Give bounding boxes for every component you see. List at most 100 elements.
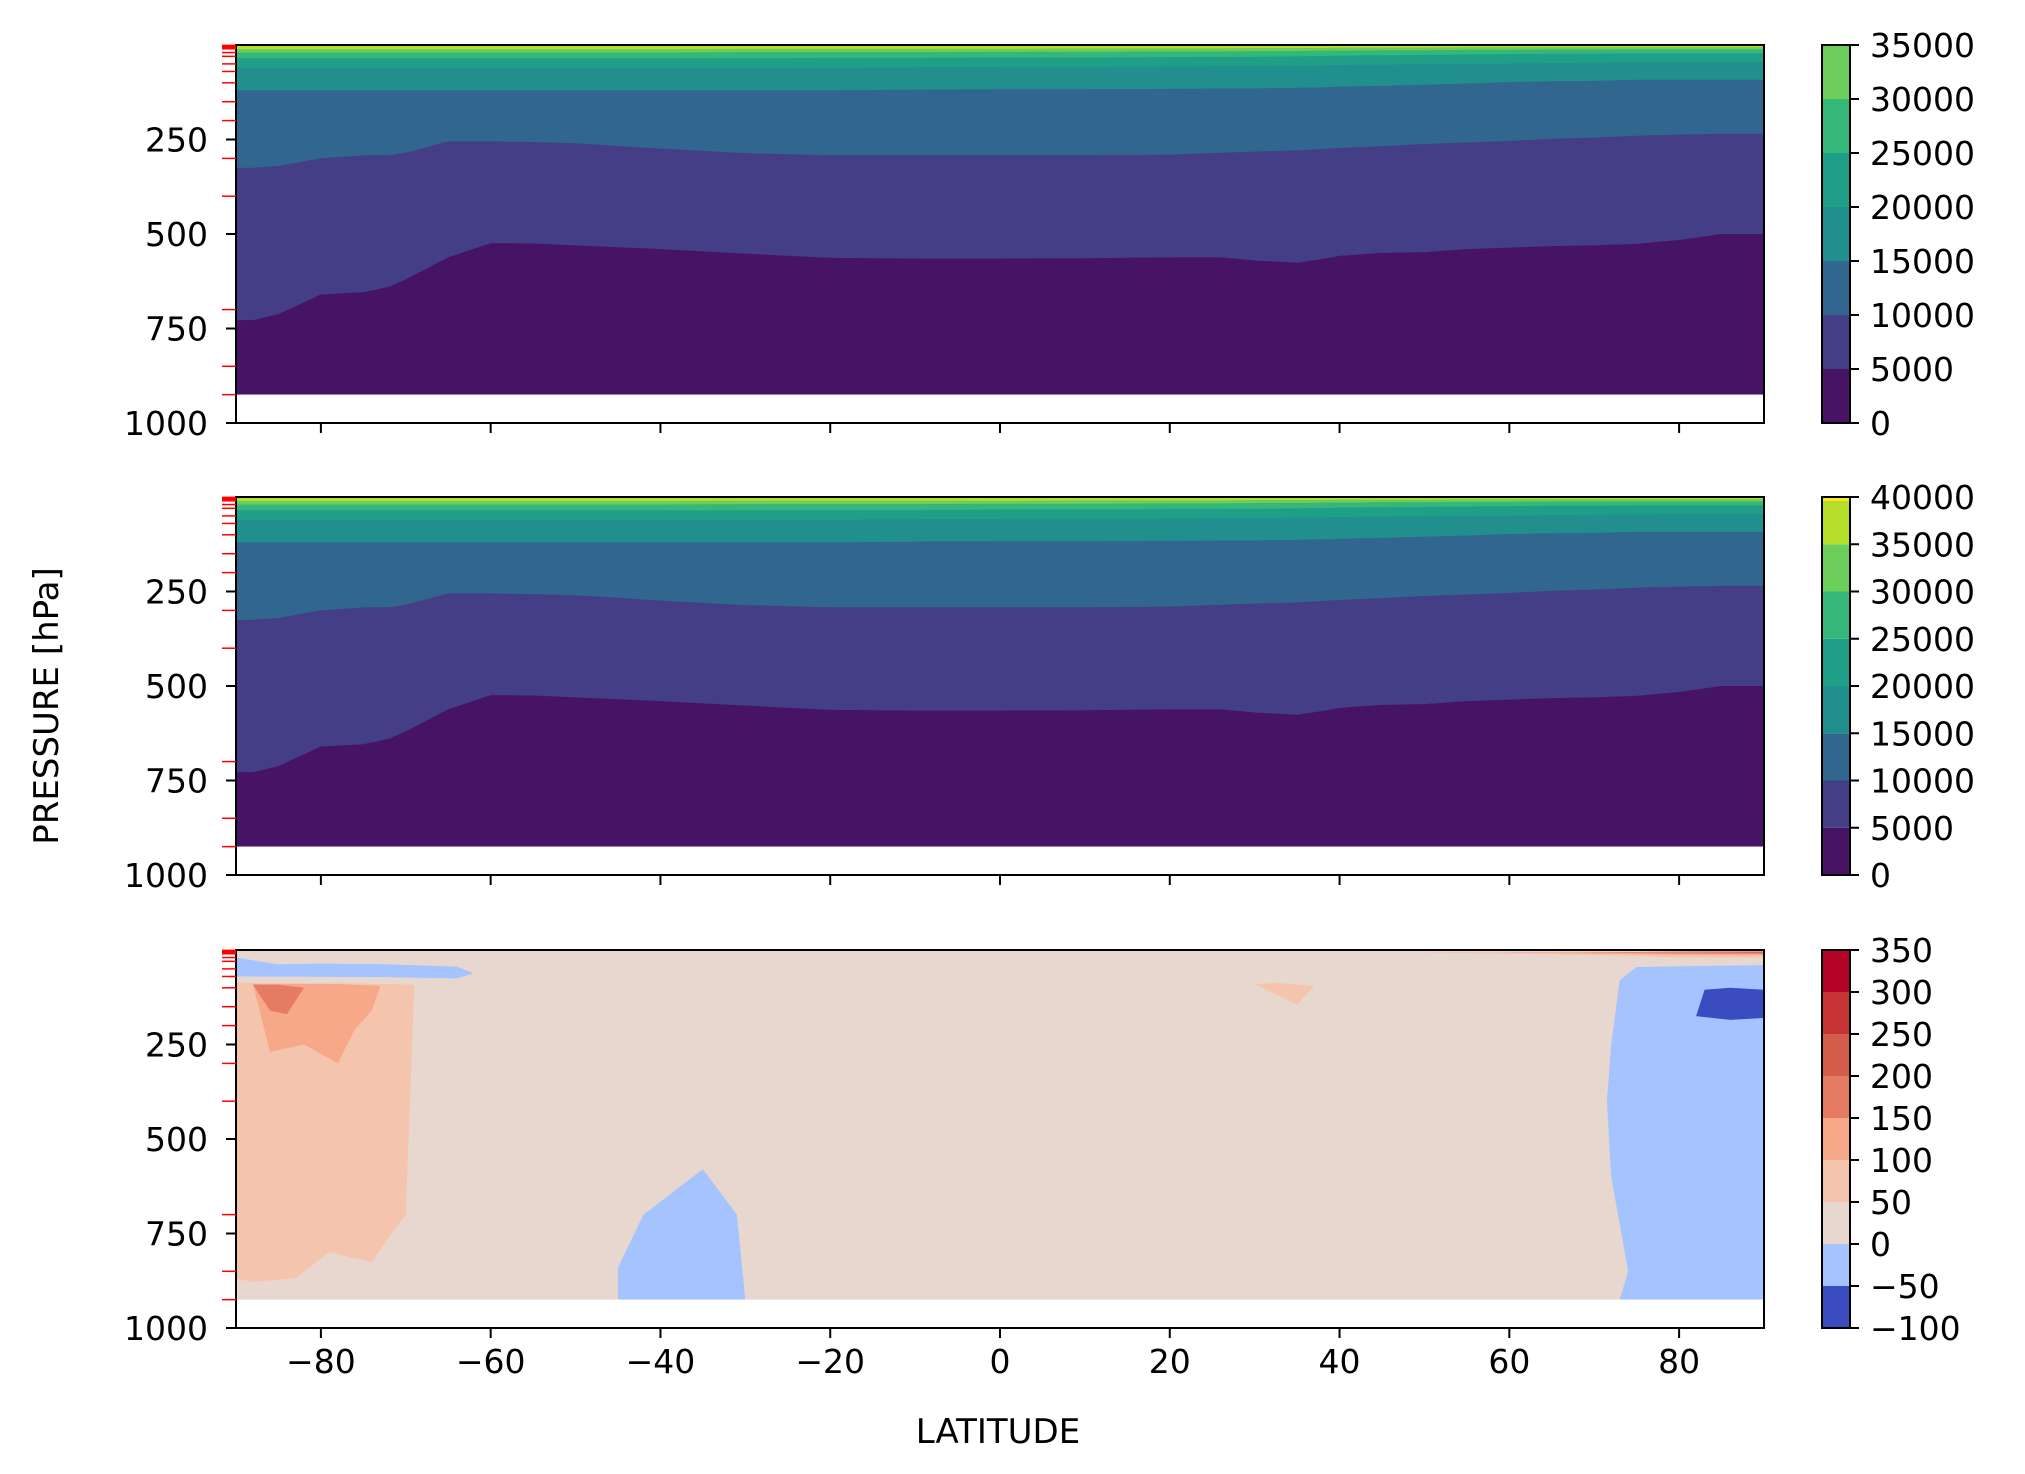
colorbar-tick-label: 35000 — [1870, 26, 1975, 65]
colorbar-tick-label: 50 — [1870, 1183, 1912, 1222]
colorbar-segment — [1822, 1160, 1850, 1202]
y-tick-label: 500 — [145, 1120, 208, 1159]
colorbar-tick-label: 30000 — [1870, 80, 1975, 119]
colorbar-tick-label: 30000 — [1870, 573, 1975, 612]
colorbar-tick-label: −100 — [1870, 1309, 1961, 1348]
colorbar-segment — [1822, 497, 1850, 545]
difference-region — [1254, 983, 1315, 1005]
x-tick-label: −60 — [456, 1342, 526, 1381]
colorbar-segment — [1822, 733, 1850, 781]
colorbar-segment — [1822, 544, 1850, 592]
filled-contours — [236, 497, 1764, 847]
colorbar-segment — [1822, 1286, 1850, 1328]
y-tick-label: 250 — [145, 121, 208, 160]
y-tick-label: 750 — [145, 310, 208, 349]
difference-region — [1636, 951, 1764, 953]
colorbar-segment — [1822, 153, 1850, 207]
colorbar-segment — [1822, 99, 1850, 153]
colorbar-segment — [1822, 638, 1850, 686]
x-axis-title: LATITUDE — [916, 1412, 1080, 1452]
level-band — [236, 950, 1764, 1300]
level-band — [236, 497, 1764, 502]
colorbar-segment — [1822, 207, 1850, 261]
colorbar-tick-label: 300 — [1870, 973, 1933, 1012]
colorbar-tick-label: 10000 — [1870, 296, 1975, 335]
x-tick-label: 20 — [1149, 1342, 1191, 1381]
colorbar-tick-label: 25000 — [1870, 620, 1975, 659]
y-tick-label: 1000 — [124, 1309, 208, 1348]
x-tick-label: −20 — [795, 1342, 865, 1381]
colorbar-tick-label: 5000 — [1870, 350, 1954, 389]
colorbar-segment — [1822, 45, 1850, 99]
colorbar-tick-label: 20000 — [1870, 667, 1975, 706]
colorbar-segment — [1822, 1244, 1850, 1286]
colorbar-segment — [1822, 950, 1850, 992]
colorbar-segment — [1822, 315, 1850, 369]
difference-region — [618, 1169, 746, 1300]
colorbar-tick-label: 20000 — [1870, 188, 1975, 227]
colorbar-tick-label: 150 — [1870, 1099, 1933, 1138]
colorbar-tick-label: 200 — [1870, 1057, 1933, 1096]
colorbar-tick-label: 5000 — [1870, 809, 1954, 848]
colorbar-segment — [1822, 261, 1850, 315]
colorbar-tick-label: 25000 — [1870, 134, 1975, 173]
y-tick-label: 750 — [145, 762, 208, 801]
difference-region — [1606, 965, 1764, 1300]
y-tick-label: 750 — [145, 1215, 208, 1254]
y-tick-label: 250 — [145, 1026, 208, 1065]
colorbar-tick-label: 250 — [1870, 1015, 1933, 1054]
filled-contours — [236, 950, 1764, 1300]
colorbar-tick-label: 15000 — [1870, 242, 1975, 281]
colorbar-segment — [1822, 369, 1850, 423]
difference-region — [236, 957, 474, 979]
colorbar-segment — [1822, 1202, 1850, 1244]
colorbar-tick-label: 35000 — [1870, 525, 1975, 564]
difference-region — [252, 984, 304, 1015]
colorbar-segment — [1822, 1076, 1850, 1118]
y-tick-label: 1000 — [124, 856, 208, 895]
colorbar-segment — [1822, 780, 1850, 828]
x-tick-label: 0 — [990, 1342, 1011, 1381]
x-tick-label: 60 — [1488, 1342, 1530, 1381]
x-tick-label: 40 — [1319, 1342, 1361, 1381]
difference-region — [1696, 987, 1764, 1020]
colorbar-segment — [1822, 1118, 1850, 1160]
colorbar-tick-label: 350 — [1870, 931, 1933, 970]
difference-region — [1577, 952, 1764, 954]
x-tick-label: −40 — [626, 1342, 696, 1381]
colorbar-segment — [1822, 992, 1850, 1034]
colorbar-segment — [1822, 1034, 1850, 1076]
colorbar-frame — [1821, 44, 1851, 424]
colorbar: 0 5000 10000 15000 20000 25000 30000 35000 — [1821, 26, 1975, 443]
y-tick-label: 250 — [145, 573, 208, 612]
colorbar-tick-label: 0 — [1870, 1225, 1891, 1264]
filled-contours — [236, 45, 1764, 395]
colorbar: 0 5000 10000 15000 20000 25000 30000 35000 40000 — [1821, 478, 1975, 895]
colorbar-segment — [1822, 497, 1850, 501]
colorbar-tick-label: 0 — [1870, 404, 1891, 443]
colorbar-frame — [1821, 949, 1851, 1329]
colorbar-segment — [1822, 591, 1850, 639]
colorbar-tick-label: 0 — [1870, 856, 1891, 895]
x-tick-label: 80 — [1658, 1342, 1700, 1381]
difference-region — [236, 982, 415, 1282]
colorbar-tick-label: 15000 — [1870, 714, 1975, 753]
colorbar-tick-label: 40000 — [1870, 478, 1975, 517]
colorbar-segment — [1822, 686, 1850, 734]
y-tick-label: 500 — [145, 667, 208, 706]
colorbar-tick-label: 10000 — [1870, 762, 1975, 801]
y-axis-title: PRESSURE [hPa] — [27, 567, 67, 844]
x-tick-label: −80 — [286, 1342, 356, 1381]
colorbar-tick-label: −50 — [1870, 1267, 1940, 1306]
colorbar-segment — [1822, 827, 1850, 875]
y-tick-label: 1000 — [124, 404, 208, 443]
colorbar-tick-label: 100 — [1870, 1141, 1933, 1180]
level-band — [236, 45, 1764, 50]
y-tick-label: 500 — [145, 215, 208, 254]
